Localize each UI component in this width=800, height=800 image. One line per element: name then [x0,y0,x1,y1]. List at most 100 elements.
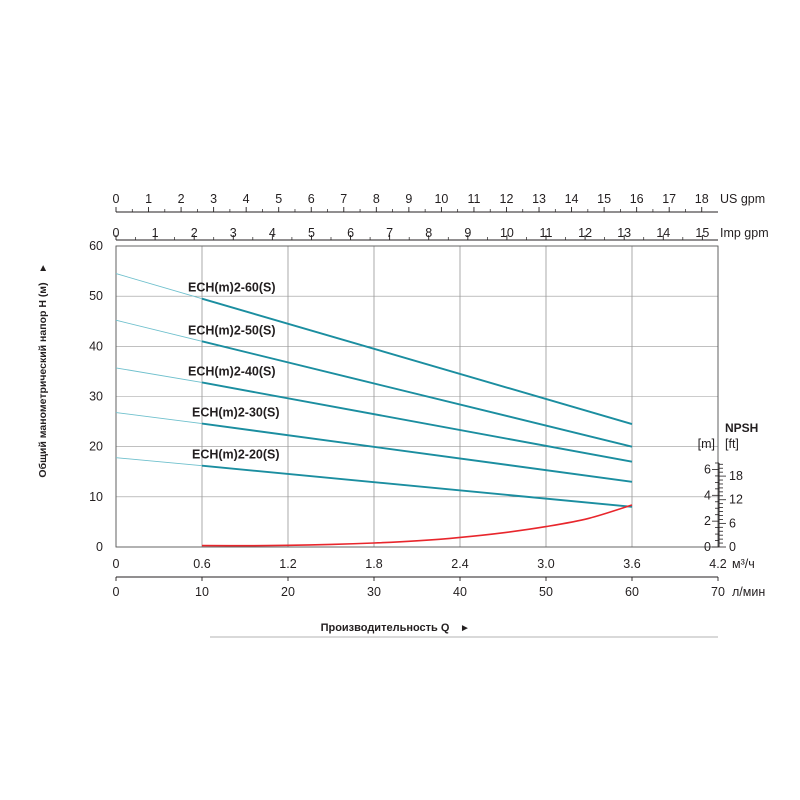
series-lines [115,273,633,547]
tick-label-us-gpm: 14 [565,192,579,206]
tick-label-imp-gpm: 7 [386,226,393,240]
tick-label-l-min: 20 [281,585,295,599]
unit-label-m3h: м³/ч [732,557,755,571]
tick-label-l-min: 40 [453,585,467,599]
tick-label-imp-gpm: 5 [308,226,315,240]
npsh-label-m: 2 [704,514,711,528]
tick-label-imp-gpm: 13 [617,226,631,240]
tick-label-imp-gpm: 3 [230,226,237,240]
tick-label-us-gpm: 12 [500,192,514,206]
tick-label-us-gpm: 4 [243,192,250,206]
unit-label-us-gpm: US gpm [720,192,765,206]
series-line [201,297,633,426]
tick-label-imp-gpm: 11 [540,226,553,240]
tick-label-imp-gpm: 12 [578,226,592,240]
npsh-unit-ft: [ft] [725,437,739,451]
tick-label-l-min: 60 [625,585,639,599]
tick-label-head: 0 [96,540,103,554]
tick-label-us-gpm: 3 [210,192,217,206]
tick-label-m3h: 1.2 [279,557,296,571]
tick-label-us-gpm: 6 [308,192,315,206]
npsh-label-ft: 6 [729,516,736,530]
tick-label-us-gpm: 18 [695,192,709,206]
tick-label-l-min: 30 [367,585,381,599]
tick-label-us-gpm: 11 [467,192,480,206]
grid [115,245,719,548]
tick-label-us-gpm: 9 [405,192,412,206]
tick-label-head: 10 [89,490,103,504]
npsh-label-ft: 0 [729,540,736,554]
series-line-extension [115,367,203,383]
series-line-extension [115,457,203,467]
series-line [201,340,633,448]
tick-label-imp-gpm: 1 [152,226,159,240]
labels: Общий манометрический напор H (м) ► Произв… [37,263,718,638]
npsh-label-m: 4 [704,488,711,502]
series-line-extension [115,273,203,300]
tick-label-imp-gpm: 10 [500,226,514,240]
npsh-label-m: 6 [704,462,711,476]
tick-label-us-gpm: 17 [662,192,676,206]
tick-label-head: 60 [89,239,103,253]
tick-label-us-gpm: 1 [145,192,152,206]
tick-label-us-gpm: 8 [373,192,380,206]
tick-label-us-gpm: 0 [113,192,120,206]
tick-label-imp-gpm: 8 [425,226,432,240]
tick-label-l-min: 10 [195,585,209,599]
y-axis-arrow: ► [38,263,49,273]
tick-label-us-gpm: 10 [434,192,448,206]
tick-label-us-gpm: 15 [597,192,611,206]
x-axis-arrow: ► [460,623,470,634]
tick-label-l-min: 70 [711,585,725,599]
npsh-label-ft: 18 [729,469,743,483]
series-label: ECH(m)2-60(S) [188,281,276,295]
tick-label-m3h: 3.0 [537,557,554,571]
tick-label-head: 20 [89,440,103,454]
tick-label-us-gpm: 16 [630,192,644,206]
series-line [201,422,633,483]
y-axis-title: Общий манометрический напор H (м) [37,282,49,477]
tick-label-head: 30 [89,390,103,404]
tick-label-imp-gpm: 9 [464,226,471,240]
tick-label-l-min: 50 [539,585,553,599]
tick-label-imp-gpm: 2 [191,226,198,240]
tick-label-m3h: 4.2 [709,557,726,571]
tick-label-us-gpm: 7 [340,192,347,206]
series-line-extension [115,319,203,342]
npsh-label-m: 0 [704,540,711,554]
npsh-unit-m: [m] [698,437,715,451]
npsh-title: NPSH [725,421,758,435]
series-label: ECH(m)2-30(S) [192,406,280,420]
tick-label-head: 40 [89,339,103,353]
tick-label-m3h: 2.4 [451,557,468,571]
npsh-label-ft: 12 [729,493,743,507]
tick-label-l-min: 0 [113,585,120,599]
tick-label-head: 50 [89,289,103,303]
tick-label-imp-gpm: 14 [656,226,670,240]
series-label: ECH(m)2-20(S) [192,448,280,462]
tick-label-imp-gpm: 4 [269,226,276,240]
tick-label-us-gpm: 2 [178,192,185,206]
tick-label-us-gpm: 13 [532,192,546,206]
tick-label-m3h: 1.8 [365,557,382,571]
tick-label-m3h: 3.6 [623,557,640,571]
npsh-curve [201,504,633,547]
series-label: ECH(m)2-40(S) [188,364,276,378]
series-line [201,381,633,463]
tick-label-imp-gpm: 15 [695,226,709,240]
tick-label-m3h: 0 [113,557,120,571]
tick-label-m3h: 0.6 [193,557,210,571]
tick-label-us-gpm: 5 [275,192,282,206]
x-axis-title: Производительность Q [321,622,450,634]
tick-label-imp-gpm: 0 [113,226,120,240]
series-line-extension [115,412,203,425]
series-label: ECH(m)2-50(S) [188,323,276,337]
tick-label-imp-gpm: 6 [347,226,354,240]
unit-label-imp-gpm: Imp gpm [720,226,769,240]
unit-label-l-min: л/мин [732,585,765,599]
series-line [201,464,633,508]
y-axis-title-group: Общий манометрический напор H (м) ► [37,263,49,478]
plot-frame [115,245,719,548]
